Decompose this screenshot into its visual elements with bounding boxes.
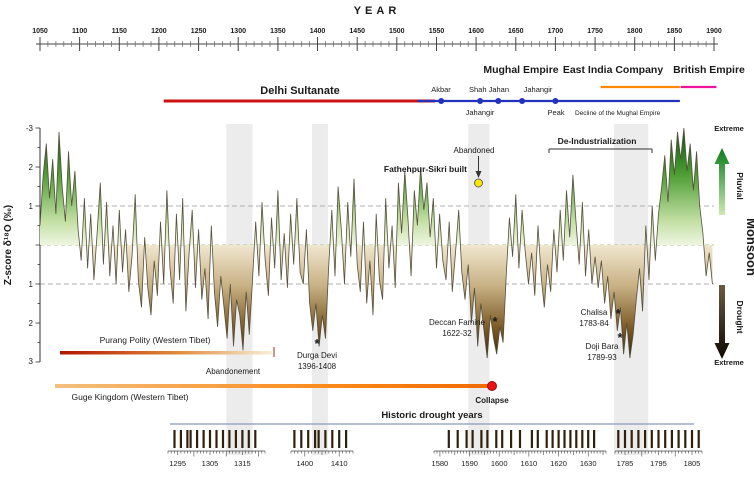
deccan-famine-years: 1622-32 — [442, 329, 472, 338]
drought-axis-label: 1580 — [432, 459, 449, 468]
monsoon-chart — [35, 127, 714, 363]
mughal-decline-label: Decline of the Mughal Empire — [575, 110, 661, 117]
year-tick-label: 1850 — [667, 28, 683, 35]
aurangzeb-label: Jahangir — [524, 85, 553, 94]
abandoned-arrowhead-icon — [475, 171, 482, 178]
drought-label: Drought — [735, 300, 745, 333]
mughal-ruler-marker — [438, 98, 445, 104]
year-tick-label: 1700 — [548, 28, 564, 35]
year-tick-label: 1450 — [349, 28, 365, 35]
purang-polity-label: Purang Polity (Western Tibet) — [100, 335, 211, 345]
year-tick-label: 1400 — [310, 28, 326, 35]
british-empire-label: British Empire — [673, 64, 745, 76]
drought-axis-label: 1600 — [491, 459, 508, 468]
shah-jahan-label: Shah Jahan — [469, 85, 509, 94]
year-tick-label: 1600 — [468, 28, 484, 35]
deindustrialization-label: De-Industrialization — [558, 136, 637, 146]
fatehpur-marker-dot — [474, 178, 483, 188]
extreme-top-label: Extreme — [714, 124, 744, 133]
chalisa-name: Chalisa — [581, 308, 608, 317]
durga-devi-name: Durga Devi — [297, 351, 337, 360]
mughal-ruler-marker — [552, 98, 559, 104]
pluvial-area — [40, 128, 713, 245]
mughal-ruler-marker — [495, 98, 502, 104]
year-axis: 1050 1100 1150 1200 1250 1300 1350 1400 1450 1500… — [32, 28, 722, 51]
year-tick-label: 1250 — [191, 28, 207, 35]
drought-axis-label: 1805 — [684, 459, 701, 468]
drought-axis-label: 1630 — [580, 459, 597, 468]
east-india-company-label: East India Company — [563, 64, 664, 76]
purang-abandonement-label: Abandonement — [206, 367, 261, 376]
year-tick-label: 1200 — [151, 28, 167, 35]
year-axis-title: YEAR — [354, 5, 401, 17]
z-tick-label: 2 — [29, 319, 34, 328]
z-tick-label: 3 — [29, 357, 34, 366]
year-tick-label: 1500 — [389, 28, 405, 35]
pluvial-label: Pluvial — [735, 172, 745, 199]
durga-devi-asterisk-icon: * — [314, 336, 320, 351]
mughal-ruler-marker — [519, 98, 526, 104]
z-tick-label: 2 — [29, 163, 34, 172]
drought-axis-label: 1295 — [169, 459, 186, 468]
year-tick-label: 1050 — [32, 28, 48, 35]
guge-collapse-dot — [487, 381, 497, 391]
drought-arrow-icon — [714, 285, 730, 359]
year-tick-label: 1750 — [587, 28, 603, 35]
drought-axis-label: 1795 — [650, 459, 667, 468]
doji-bara-years: 1789-93 — [587, 353, 617, 362]
year-tick-label: 1350 — [270, 28, 286, 35]
z-tick-label: -3 — [26, 124, 34, 133]
durga-devi-years: 1396-1408 — [298, 362, 337, 371]
delhi-sultanate-label: Delhi Sultanate — [260, 85, 339, 97]
monsoon-curve — [39, 127, 713, 359]
fatehpur-built-label: Fathehpur-Sikri built — [384, 164, 467, 174]
year-tick-label: 1100 — [72, 28, 87, 35]
doji-bara-asterisk-icon: * — [617, 330, 623, 345]
tibet-timelines: Purang Polity (Western Tibet) Abandoneme… — [55, 335, 509, 405]
z-tick-label: 1 — [29, 202, 34, 211]
drought-axis-label: 1305 — [202, 459, 219, 468]
peak-label: Peak — [547, 108, 564, 117]
empire-timelines — [163, 85, 717, 104]
annotations: De-Industrialization Abandoned Fathehpur… — [297, 136, 653, 371]
drought-year-groups: 1295 1305 1315 1400 1410 1580 1590 1600 1610 1620… — [167, 430, 703, 468]
z-axis-title: Z-score δ¹⁸O (‰) — [3, 205, 14, 285]
monsoon-label: Monsoon — [744, 218, 754, 276]
abandoned-label: Abandoned — [454, 146, 495, 155]
extreme-bottom-label: Extreme — [714, 358, 744, 367]
year-tick-label: 1300 — [230, 28, 246, 35]
guge-kingdom-bar — [55, 384, 492, 388]
year-tick-label: 1150 — [112, 28, 127, 35]
purang-polity-bar — [60, 351, 272, 355]
mughal-ruler-marker — [477, 98, 484, 104]
drought-panel-title: Historic drought years — [381, 410, 482, 421]
guge-collapse-label: Collapse — [475, 396, 509, 405]
drought-area — [40, 245, 713, 359]
drought-axis-label: 1400 — [296, 459, 313, 468]
drought-axis-label: 1590 — [461, 459, 478, 468]
drought-axis-label: 1315 — [234, 459, 251, 468]
drought-axis-label: 1410 — [331, 459, 348, 468]
doji-bara-name: Doji Bara — [586, 342, 619, 351]
deccan-famine-name: Deccan Famine — [429, 318, 486, 327]
deccan-asterisk-icon: * — [492, 314, 498, 329]
drought-axis-label: 1785 — [617, 459, 634, 468]
jahangir-label: Jahangir — [466, 108, 495, 117]
year-tick-label: 1550 — [429, 28, 445, 35]
guge-kingdom-label: Guge Kingdom (Western Tibet) — [71, 392, 188, 402]
chalisa-asterisk-icon: * — [615, 306, 621, 321]
z-tick-label: 1 — [29, 280, 34, 289]
year-tick-label: 1900 — [706, 28, 722, 35]
pluvial-arrow-icon — [714, 148, 730, 215]
akbar-label: Akbar — [431, 85, 451, 94]
chalisa-years: 1783-84 — [579, 319, 609, 328]
mughal-empire-label: Mughal Empire — [483, 64, 558, 76]
drought-axis-label: 1610 — [521, 459, 538, 468]
year-tick-label: 1800 — [627, 28, 643, 35]
year-tick-label: 1650 — [508, 28, 524, 35]
drought-axis-label: 1620 — [550, 459, 567, 468]
